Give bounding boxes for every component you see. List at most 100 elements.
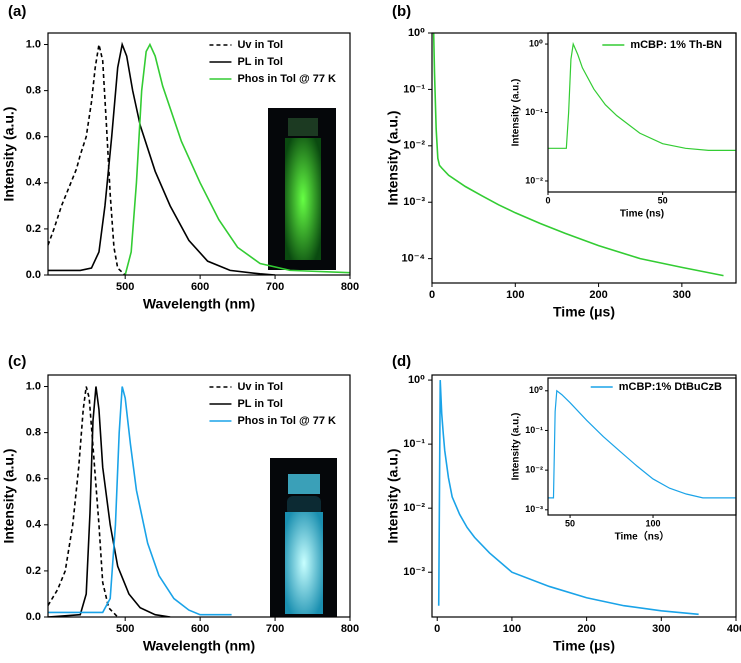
x-axis-title: Wavelength (nm) — [143, 638, 255, 654]
series-line — [48, 386, 232, 616]
series-line — [548, 389, 736, 499]
y-tick-label: 1.0 — [26, 380, 41, 392]
y-tick-label: 10⁻⁴ — [402, 253, 425, 265]
x-tick-label: 400 — [727, 623, 741, 635]
legend-label: PL in Tol — [237, 56, 282, 68]
y-tick-label: 10⁻² — [403, 140, 425, 152]
y-axis-title: Intensity (a.u.) — [1, 107, 17, 202]
y-tick-label: 0.8 — [26, 427, 41, 439]
x-tick-label: 50 — [565, 518, 575, 528]
legend: Uv in Tol PL in Tol Phos in Tol @ 77 K — [209, 381, 336, 427]
series-line — [437, 380, 699, 616]
y-tick-label: 0.4 — [26, 519, 42, 531]
x-tick-label: 800 — [341, 281, 359, 293]
legend-label: Phos in Tol @ 77 K — [237, 415, 336, 427]
y-tick-label: 10⁻¹ — [403, 83, 425, 95]
series-line — [48, 44, 126, 275]
x-tick-label: 0 — [434, 623, 440, 635]
x-tick-label: 200 — [577, 623, 595, 635]
y-tick-label: 10⁰ — [529, 385, 543, 395]
y-tick-label: 0.2 — [26, 223, 41, 235]
x-tick-label: 100 — [503, 623, 521, 635]
y-tick-label: 0.2 — [26, 565, 41, 577]
plot-frame — [47, 374, 351, 618]
x-tick-label: 0 — [429, 289, 435, 301]
series-line — [548, 41, 736, 151]
plot-frame — [547, 377, 737, 516]
x-tick-label: 300 — [673, 289, 691, 301]
y-tick-label: 10⁻¹ — [525, 425, 543, 435]
y-tick-label: 10⁻¹ — [525, 107, 543, 117]
legend-label: PL in Tol — [237, 398, 282, 410]
y-tick-label: 10⁻³ — [525, 504, 543, 514]
x-tick-label: 100 — [646, 518, 661, 528]
series-line — [124, 42, 350, 275]
series-line — [48, 386, 171, 617]
panel: 0 100 200 300 400 10⁻³ 10⁻² 10⁻¹ 10⁰ Time (μs) Int… — [385, 353, 741, 654]
x-tick-label: 0 — [545, 195, 550, 205]
y-tick-label: 10⁻² — [403, 502, 425, 514]
series-line — [432, 33, 724, 277]
x-tick-label: 700 — [266, 623, 284, 635]
y-tick-label: 10⁻² — [525, 465, 543, 475]
y-tick-label: 10⁻¹ — [403, 438, 425, 450]
y-tick-label: 0.8 — [26, 85, 41, 97]
photo-blue-cuvette — [270, 458, 337, 617]
x-tick-label: 50 — [658, 195, 668, 205]
plot-frame — [47, 32, 351, 276]
series-line — [48, 386, 119, 617]
legend: Uv in Tol PL in Tol Phos in Tol @ 77 K — [209, 39, 336, 85]
y-axis-title: Intensity (a.u.) — [1, 449, 17, 544]
y-tick-label: 10⁻³ — [403, 566, 425, 578]
x-axis-title: Time (μs) — [553, 638, 615, 654]
x-tick-label: 700 — [266, 281, 284, 293]
inset: 50 100 10⁻³ 10⁻² 10⁻¹ 10⁰ Time（ns） Intensity (a… — [511, 377, 737, 543]
panel: 500 600 700 800 0.0 0.2 0.4 0.6 0.8 1.0 Wavelength… — [1, 3, 359, 312]
legend-label: Uv in Tol — [237, 39, 283, 51]
x-axis-title: Time (ns) — [620, 209, 664, 220]
photo-green-cuvette — [268, 108, 336, 270]
y-tick-label: 0.4 — [26, 177, 42, 189]
y-tick-label: 0.0 — [26, 269, 41, 281]
x-tick-label: 800 — [341, 623, 359, 635]
legend: mCBP: 1% Th-BN — [602, 39, 722, 51]
panel-label: (c) — [8, 353, 26, 370]
y-tick-label: 0.6 — [26, 131, 41, 143]
y-tick-label: 10⁰ — [408, 374, 425, 386]
legend-label: mCBP:1% DtBuCzB — [619, 381, 722, 393]
x-tick-label: 500 — [116, 623, 134, 635]
x-tick-label: 600 — [191, 281, 209, 293]
y-axis-title: Intensity (a.u.) — [385, 111, 401, 206]
y-tick-label: 0.6 — [26, 473, 41, 485]
y-axis-title: Intensity (a.u.) — [385, 449, 401, 544]
x-tick-label: 100 — [506, 289, 524, 301]
panel-label: (b) — [392, 3, 411, 20]
legend-label: mCBP: 1% Th-BN — [630, 39, 722, 51]
y-tick-label: 10⁻² — [525, 175, 543, 185]
y-axis-title: Intensity (a.u.) — [511, 79, 522, 147]
panel-label: (a) — [8, 3, 26, 20]
y-tick-label: 10⁰ — [529, 38, 543, 48]
x-tick-label: 300 — [652, 623, 670, 635]
y-tick-label: 1.0 — [26, 38, 41, 50]
x-tick-label: 200 — [589, 289, 607, 301]
y-tick-label: 10⁻³ — [403, 196, 425, 208]
inset: 0 50 10⁻² 10⁻¹ 10⁰ Time (ns) Intensity (a.u.) — [511, 32, 737, 220]
plot-frame — [547, 32, 737, 193]
y-axis-title: Intensity (a.u.) — [511, 413, 522, 481]
series-line — [48, 41, 276, 275]
x-axis-title: Time（ns） — [615, 530, 670, 543]
x-axis-title: Wavelength (nm) — [143, 296, 255, 312]
y-tick-label: 0.0 — [26, 611, 41, 623]
panel: 0 100 200 300 10⁻⁴ 10⁻³ 10⁻² 10⁻¹ 10⁰ Time (μs) In… — [385, 3, 737, 320]
panel-label: (d) — [392, 353, 411, 370]
x-tick-label: 500 — [116, 281, 134, 293]
plot-frame — [431, 374, 737, 618]
panel: 500 600 700 800 0.0 0.2 0.4 0.6 0.8 1.0 Wavelength… — [1, 353, 359, 654]
y-tick-label: 10⁰ — [408, 27, 425, 39]
legend-label: Uv in Tol — [237, 381, 283, 393]
x-axis-title: Time (μs) — [553, 304, 615, 320]
x-tick-label: 600 — [191, 623, 209, 635]
legend-label: Phos in Tol @ 77 K — [237, 73, 336, 85]
